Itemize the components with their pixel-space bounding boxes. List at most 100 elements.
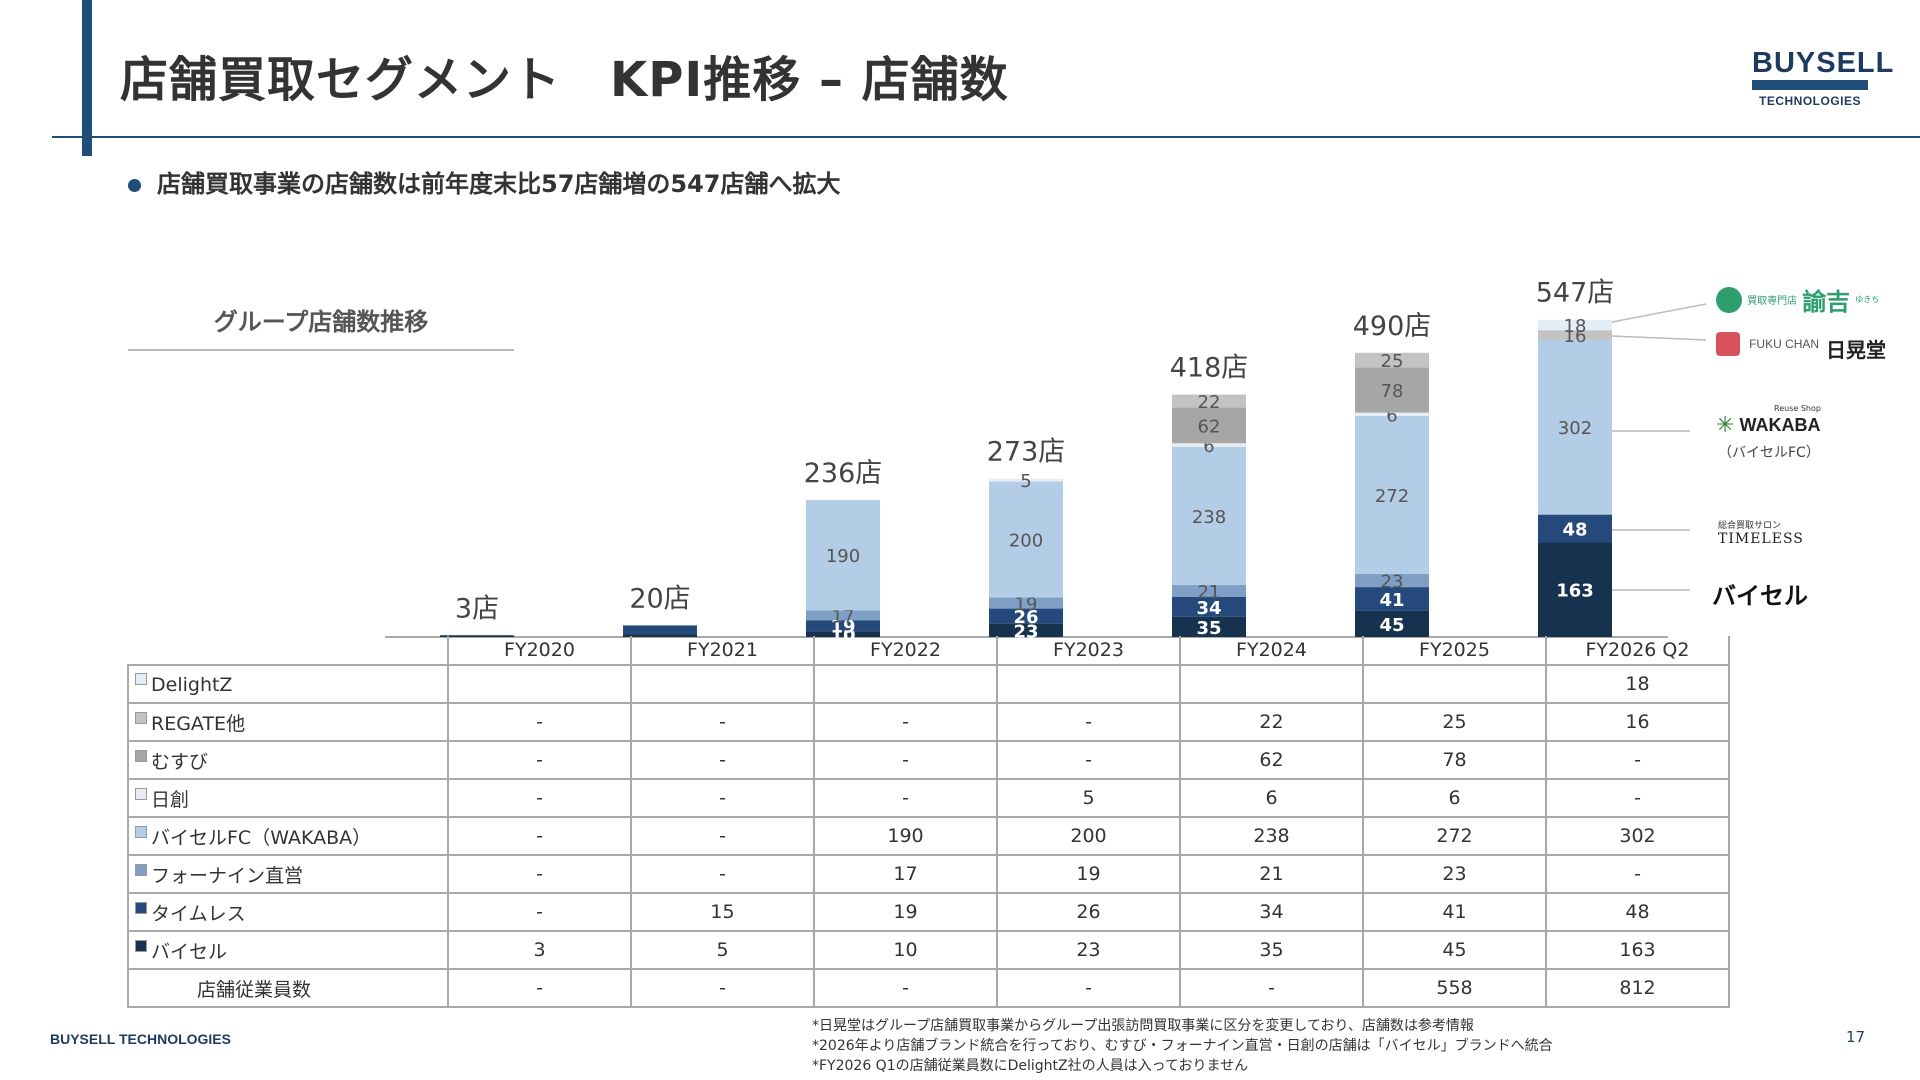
bar-segment bbox=[1172, 394, 1246, 408]
brand-nikkodo: 日晃堂 bbox=[1826, 338, 1886, 362]
table-column-header: FY2024 bbox=[1179, 636, 1364, 666]
table-cell: - bbox=[1179, 968, 1364, 1008]
footer-company: BUYSELL TECHNOLOGIES bbox=[50, 1031, 231, 1047]
table-cell: - bbox=[630, 740, 815, 780]
data-label: 5 bbox=[1020, 471, 1031, 492]
table-cell: - bbox=[813, 740, 998, 780]
total-label: 20店 bbox=[629, 583, 690, 614]
brand-timeless: 総合買取サロン TIMELESS bbox=[1718, 518, 1804, 547]
table-cell: 23 bbox=[1362, 854, 1547, 894]
table-cell: 18 bbox=[1545, 664, 1730, 704]
table-cell: 48 bbox=[1545, 892, 1730, 932]
footnote: *2026年より店舗ブランド統合を行っており、むすび・フォーナイン直営・日創の店… bbox=[812, 1038, 1553, 1054]
table-cell: 16 bbox=[1545, 702, 1730, 742]
row-label-cell: DelightZ bbox=[127, 664, 449, 704]
bar-segment bbox=[1172, 407, 1246, 444]
table-row: バイセルFC（WAKABA） - -190 200 238 272 302 bbox=[127, 816, 1730, 856]
bullet-dot-icon bbox=[128, 178, 141, 192]
table-cell: 62 bbox=[1179, 740, 1364, 780]
row-label: タイムレス bbox=[151, 902, 246, 925]
table-cell bbox=[630, 664, 815, 704]
fukuchan-label: FUKU CHAN bbox=[1749, 337, 1820, 351]
table-cell bbox=[1362, 664, 1547, 704]
table-column-header: FY2025 bbox=[1362, 636, 1547, 666]
table-cell: - bbox=[630, 854, 815, 894]
bar-segment bbox=[1172, 443, 1246, 447]
bar-segment bbox=[1355, 412, 1429, 417]
table-cell: 5 bbox=[996, 778, 1181, 818]
table-cell: - bbox=[630, 778, 815, 818]
table-cell: 238 bbox=[1179, 816, 1364, 856]
footnote: *FY2026 Q1の店舗従業員数にDelightZ社の人員は入っておりません bbox=[812, 1058, 1249, 1074]
table-row: タイムレス -15 19 26 34 41 48 bbox=[127, 892, 1730, 932]
brand-buysell: バイセル bbox=[1712, 582, 1808, 610]
total-label: 273店 bbox=[987, 437, 1066, 468]
table-cell: - bbox=[447, 816, 632, 856]
table-cell: 35 bbox=[1179, 930, 1364, 970]
timeless-sub-label: 総合買取サロン bbox=[1718, 521, 1782, 531]
row-label-cell: 店舗従業員数 bbox=[127, 968, 449, 1008]
footnote: *日晃堂はグループ店舗買取事業からグループ出張訪問買取事業に区分を変更しており、… bbox=[812, 1018, 1474, 1034]
table-cell bbox=[447, 664, 632, 704]
footnotes: *日晃堂はグループ店舗買取事業からグループ出張訪問買取事業に区分を変更しており、… bbox=[812, 1016, 1553, 1076]
data-label: 272 bbox=[1375, 486, 1409, 507]
table-cell bbox=[996, 664, 1181, 704]
row-label-cell: フォーナイン直営 bbox=[127, 854, 449, 894]
data-label: 190 bbox=[826, 546, 860, 567]
page-title: 店舗買取セグメント KPI推移 – 店舗数 bbox=[120, 52, 1009, 108]
table-cell: 5 bbox=[630, 930, 815, 970]
row-label: バイセル bbox=[151, 940, 228, 963]
wakaba-label: WAKABA bbox=[1739, 415, 1821, 435]
table-cell: - bbox=[447, 854, 632, 894]
table-row: むすび - - - -62 78- bbox=[127, 740, 1730, 780]
row-label: フォーナイン直営 bbox=[151, 864, 304, 887]
total-label: 236店 bbox=[804, 458, 883, 489]
data-label: 62 bbox=[1198, 416, 1221, 437]
table-cell: 19 bbox=[813, 892, 998, 932]
bar-segment bbox=[1355, 610, 1429, 637]
legend-swatch bbox=[135, 711, 147, 724]
bar-segment bbox=[989, 478, 1063, 482]
bar-segment bbox=[1355, 416, 1429, 574]
table-cell: - bbox=[996, 740, 1181, 780]
table-cell: - bbox=[447, 702, 632, 742]
table-cell bbox=[1179, 664, 1364, 704]
table-cell: 3 bbox=[447, 930, 632, 970]
brand-yukichi: 買取専門店 諭吉 ゆきち bbox=[1716, 282, 1879, 317]
legend-swatch bbox=[135, 787, 147, 800]
table-cell: 21 bbox=[1179, 854, 1364, 894]
yukichi-logo-icon bbox=[1716, 286, 1742, 313]
bar-segment bbox=[1172, 446, 1246, 585]
data-label: 200 bbox=[1009, 531, 1043, 552]
table-cell: - bbox=[630, 968, 815, 1008]
table-cell: - bbox=[1545, 854, 1730, 894]
bar-segment bbox=[806, 610, 880, 621]
table-column-header: FY2022 bbox=[813, 636, 998, 666]
data-label: 19 bbox=[830, 617, 855, 638]
header-accent-bar bbox=[82, 0, 92, 156]
table-cell: - bbox=[813, 968, 998, 1008]
table-row: フォーナイン直営 - -17 19 21 23- bbox=[127, 854, 1730, 894]
data-label: 34 bbox=[1196, 598, 1221, 619]
table-row: REGATE他 - - - -22 25 16 bbox=[127, 702, 1730, 742]
bar-segment bbox=[623, 634, 697, 637]
table-cell: 6 bbox=[1362, 778, 1547, 818]
table-column-header: FY2021 bbox=[630, 636, 815, 666]
yukichi-small-label: ゆきち bbox=[1855, 295, 1880, 304]
data-label: 48 bbox=[1562, 520, 1587, 541]
table-column-header: FY2023 bbox=[996, 636, 1181, 666]
bar-segment bbox=[1172, 616, 1246, 637]
row-label-cell: むすび bbox=[127, 740, 449, 780]
logo-bar bbox=[1752, 80, 1868, 90]
table-cell: 812 bbox=[1545, 968, 1730, 1008]
bar-segment bbox=[989, 481, 1063, 598]
table-cell: - bbox=[996, 968, 1181, 1008]
legend-swatch bbox=[135, 749, 147, 762]
table-cell: - bbox=[813, 778, 998, 818]
bar-segment bbox=[1538, 542, 1612, 637]
data-label: 18 bbox=[1564, 316, 1587, 337]
table-cell: - bbox=[813, 702, 998, 742]
table-cell: 78 bbox=[1362, 740, 1547, 780]
table-cell: - bbox=[630, 816, 815, 856]
data-label: 23 bbox=[1381, 571, 1404, 592]
